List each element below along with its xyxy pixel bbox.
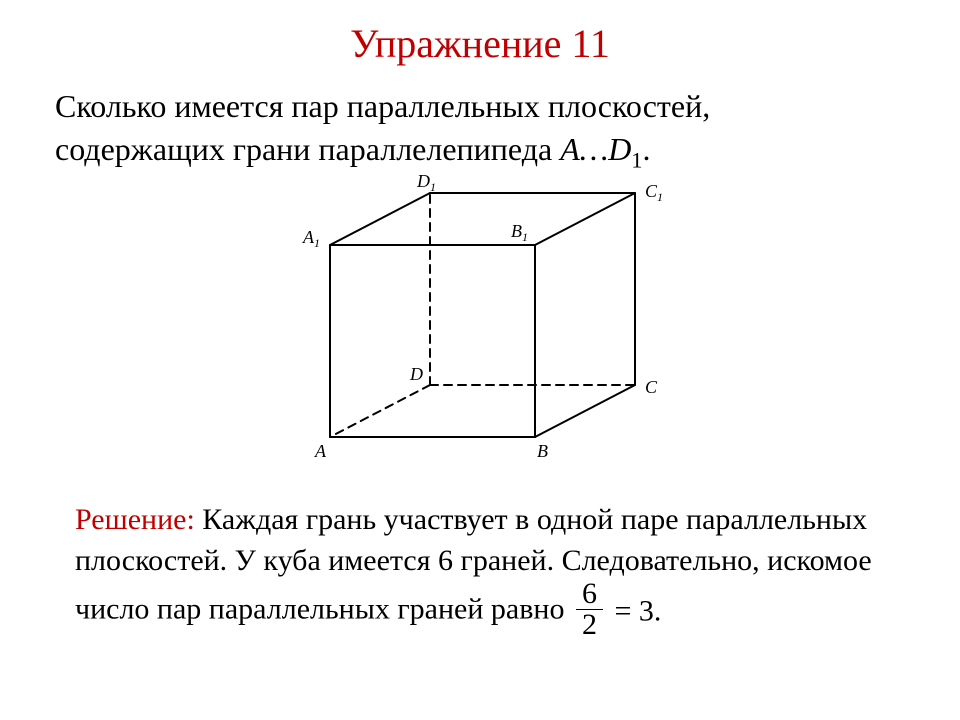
svg-text:C1: C1 — [645, 181, 663, 204]
math-D: D — [608, 131, 631, 167]
math-sub1: 1 — [631, 148, 642, 173]
problem-line1: Сколько имеется пар параллельных плоскос… — [55, 88, 710, 124]
problem-statement: Сколько имеется пар параллельных плоскос… — [55, 85, 905, 176]
solution-label: Решение: — [75, 503, 195, 536]
svg-text:B: B — [537, 441, 548, 461]
svg-text:C: C — [645, 377, 658, 397]
math-A: A — [560, 131, 580, 167]
problem-line2-pre: содержащих грани параллелепипеда — [55, 131, 560, 167]
fraction: 6 2 — [576, 579, 603, 640]
solution-body: Каждая грань участвует в одной паре пара… — [75, 503, 872, 625]
slide: Упражнение 11 Сколько имеется пар паралл… — [0, 0, 960, 720]
exercise-title: Упражнение 11 — [0, 20, 960, 67]
svg-text:D: D — [409, 364, 423, 384]
solution-block: Решение: Каждая грань участвует в одной … — [75, 500, 885, 642]
svg-text:A: A — [314, 441, 327, 461]
fraction-denominator: 2 — [576, 610, 603, 640]
fraction-numerator: 6 — [576, 579, 603, 610]
parallelepiped-figure: A B C D A1 B1 C1 D1 — [255, 175, 705, 475]
problem-line2-post: . — [643, 131, 651, 167]
math-dots: … — [580, 131, 608, 167]
solution-after: = 3. — [607, 594, 661, 627]
svg-text:D1: D1 — [416, 175, 436, 194]
parallelepiped-svg: A B C D A1 B1 C1 D1 — [255, 175, 705, 475]
svg-text:A1: A1 — [302, 227, 320, 250]
svg-text:B1: B1 — [511, 221, 528, 244]
